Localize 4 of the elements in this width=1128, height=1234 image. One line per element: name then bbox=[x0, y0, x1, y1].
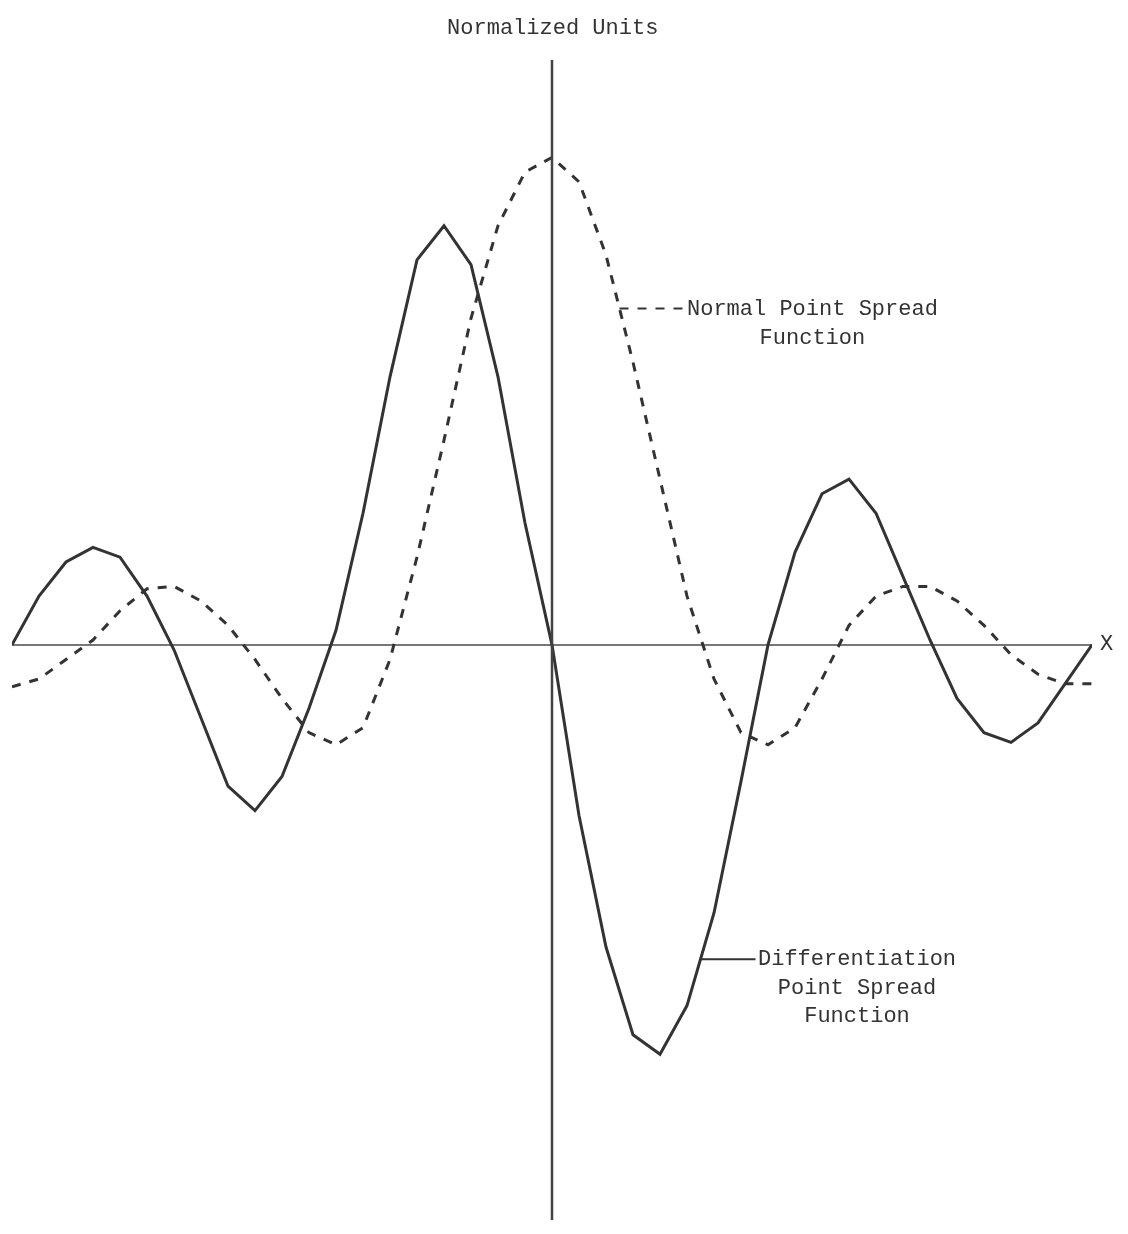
x-axis-title: X bbox=[1100, 632, 1114, 657]
legend-label: Normal Point Spread Function bbox=[687, 297, 938, 351]
chart-title: Normalized Units bbox=[447, 15, 659, 41]
legend-label: Differentiation Point Spread Function bbox=[758, 947, 957, 1030]
